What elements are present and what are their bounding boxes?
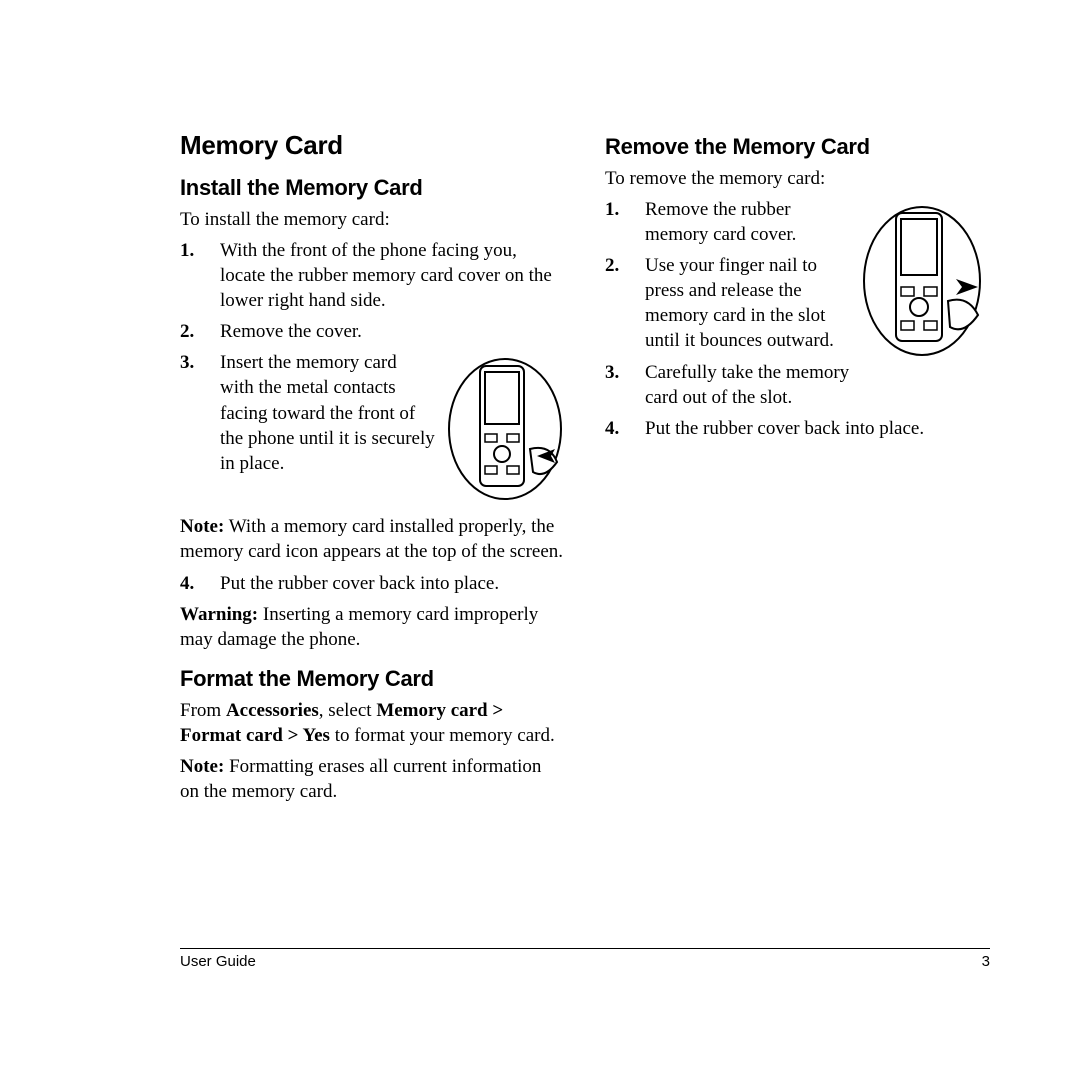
format-b1: Accessories	[226, 700, 319, 721]
remove-step-2: Use your finger nail to press and releas…	[605, 253, 990, 353]
subsection-remove: Remove the Memory Card	[605, 134, 990, 160]
subsection-install: Install the Memory Card	[180, 175, 565, 201]
remove-step-3: Carefully take the memory card out of th…	[605, 360, 990, 410]
subsection-format: Format the Memory Card	[180, 666, 565, 692]
section-title-memory-card: Memory Card	[180, 130, 565, 161]
install-steps-cont: Put the rubber cover back into place.	[180, 571, 565, 596]
install-steps: With the front of the phone facing you, …	[180, 238, 565, 508]
footer-page-number: 3	[982, 953, 990, 970]
install-step-1: With the front of the phone facing you, …	[180, 238, 565, 313]
warning-label: Warning:	[180, 604, 258, 625]
install-step-4: Put the rubber cover back into place.	[180, 571, 565, 596]
remove-intro: To remove the memory card:	[605, 166, 990, 191]
format-mid: , select	[319, 700, 377, 721]
install-note: Note: With a memory card installed prope…	[180, 514, 565, 564]
format-post: to format your memory card.	[330, 725, 555, 746]
remove-step-4: Put the rubber cover back into place.	[605, 416, 990, 441]
format-note-label: Note:	[180, 756, 224, 777]
footer-left: User Guide	[180, 953, 256, 970]
remove-step-1: Remove the rubber memory card cover.	[605, 197, 990, 247]
phone-insert-icon	[445, 354, 565, 504]
phone-insert-illustration	[445, 354, 565, 504]
note-label: Note:	[180, 516, 224, 537]
page: Memory Card Install the Memory Card To i…	[0, 0, 1080, 1080]
left-column: Memory Card Install the Memory Card To i…	[180, 130, 565, 810]
remove-steps: Remove the rubber memory card cover. Use…	[605, 197, 990, 447]
format-pre: From	[180, 700, 226, 721]
page-footer: User Guide 3	[180, 948, 990, 970]
format-note: Note: Formatting erases all current info…	[180, 754, 565, 804]
format-note-text: Formatting erases all current informatio…	[180, 756, 541, 802]
install-step-2: Remove the cover.	[180, 319, 565, 344]
two-column-layout: Memory Card Install the Memory Card To i…	[180, 130, 990, 810]
note-text: With a memory card installed properly, t…	[180, 516, 563, 562]
install-step-3-text: Insert the memory card with the metal co…	[220, 352, 435, 473]
format-line1: From Accessories, select Memory card > F…	[180, 698, 565, 748]
install-intro: To install the memory card:	[180, 207, 565, 232]
install-step-3: Insert the memory card with the metal co…	[180, 350, 565, 475]
remove-step-1-text: Remove the rubber memory card cover.	[645, 199, 796, 245]
install-warning: Warning: Inserting a memory card imprope…	[180, 602, 565, 652]
right-column: Remove the Memory Card To remove the mem…	[605, 130, 990, 810]
